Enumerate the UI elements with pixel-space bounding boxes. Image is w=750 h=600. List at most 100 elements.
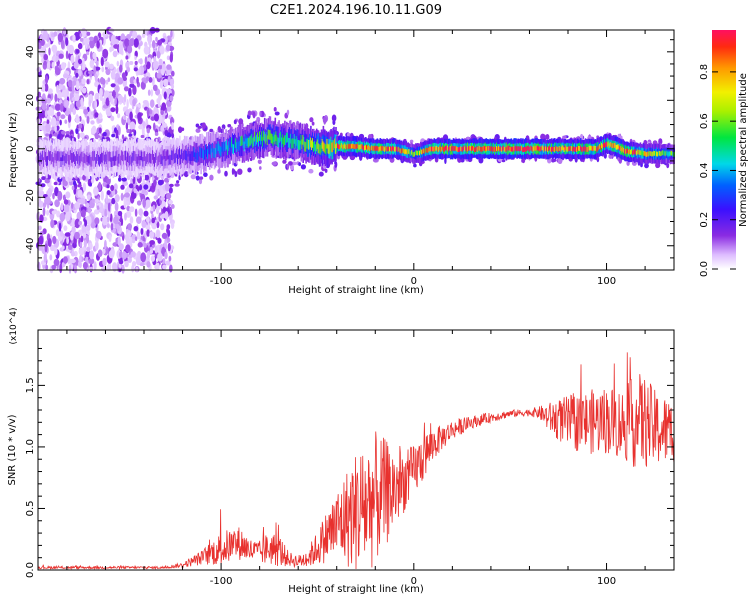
spectral-blob [126,129,131,133]
ridge-segment [378,147,381,152]
ridge-segment [297,129,300,150]
ridge-segment [536,145,539,151]
noise-blob [42,30,48,40]
spectral-blob [311,121,315,126]
noise-blob [86,115,90,124]
ridge-segment [214,147,217,158]
ridge-segment [355,144,357,149]
noise-blob [46,119,50,125]
ridge-segment [54,150,57,161]
ridge-segment [308,140,310,150]
ridge-segment [70,150,72,160]
noise-blob [113,216,119,225]
y-tick-label: 0 [25,146,36,152]
noise-blob [73,256,79,267]
noise-blob [79,132,85,139]
noise-blob [119,64,123,73]
ridge-segment [504,146,507,152]
noise-blob [44,243,48,253]
ridge-segment [658,150,661,156]
noise-blob [114,194,120,203]
noise-blob [53,258,60,266]
ridge-segment [360,144,362,150]
ridge-segment [112,151,115,161]
spectrogram-y-axis-label: Frequency (Hz) [8,112,19,188]
ridge-segment [180,154,182,165]
noise-blob [171,122,174,130]
ridge-segment [211,142,214,153]
noise-blob [104,239,107,250]
ridge-segment [560,146,563,152]
ridge-segment [364,145,366,151]
ridge-segment [626,148,628,154]
ridge-segment [370,145,373,151]
ridge-segment [607,141,610,146]
spectral-blob [644,163,649,169]
ridge-segment [462,146,464,152]
noise-blob [115,87,119,97]
ridge-segment [541,145,543,151]
ridge-segment [204,149,206,160]
figure-title: C2E1.2024.196.10.11.G09 [270,3,442,18]
noise-blob [113,183,118,191]
noise-blob [168,199,173,205]
ridge-segment [67,152,69,172]
noise-blob [59,119,62,126]
noise-blob [79,241,83,248]
ridge-segment [91,156,93,167]
noise-blob [114,202,119,212]
noise-blob [94,92,100,102]
noise-blob [61,245,65,250]
noise-blob [100,56,104,67]
ridge-segment [98,154,100,165]
ridge-segment [261,136,264,147]
ridge-segment [492,147,494,152]
ridge-segment [53,153,56,163]
ridge-segment [235,142,238,152]
noise-blob [45,196,51,205]
ridge-segment [432,146,435,152]
noise-blob [152,204,156,210]
noise-blob [117,236,121,246]
spectral-blob [135,184,139,190]
ridge-segment [669,151,672,157]
noise-blob [118,44,124,55]
ridge-segment [585,147,588,152]
noise-blob [134,208,138,217]
spectral-blob [75,128,79,135]
noise-blob [42,216,48,222]
ridge-segment [102,153,104,163]
noise-blob [54,247,58,256]
ridge-segment [154,157,156,167]
ridge-segment [312,138,314,148]
ridge-segment [418,150,420,155]
ridge-segment [517,146,519,152]
ridge-segment [464,146,466,152]
ridge-segment [86,152,89,162]
noise-blob [49,244,56,252]
ridge-segment [632,149,635,155]
ridge-segment [228,141,230,151]
colorbar-tick-label: 0.0 [699,261,710,277]
ridge-segment [269,130,272,140]
noise-blob [90,126,97,135]
ridge-segment [261,131,263,141]
ridge-segment [220,147,223,157]
noise-blob [148,36,151,46]
ridge-segment [342,144,345,150]
ridge-segment [538,146,541,152]
noise-blob [161,102,167,111]
spectral-blob [153,179,157,187]
noise-blob [52,192,55,200]
ridge-segment [621,147,623,153]
ridge-segment [165,151,168,161]
ridge-segment [254,133,256,153]
ridge-segment [113,145,116,165]
noise-blob [74,93,80,101]
ridge-segment [544,145,546,151]
ridge-segment [650,151,652,156]
ridge-segment [239,136,242,157]
spectral-blob [540,133,546,141]
noise-blob [78,220,82,226]
ridge-segment [453,146,456,152]
